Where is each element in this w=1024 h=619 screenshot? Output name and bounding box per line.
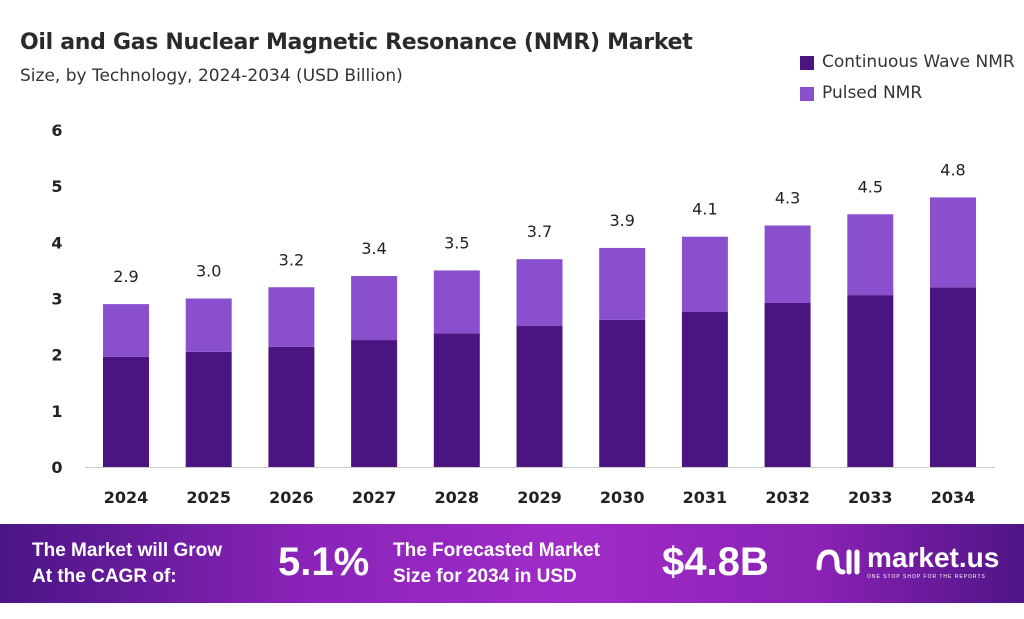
bar-continuous-wave [516,326,563,467]
cagr-value: 5.1% [278,540,370,584]
logo-name: market.us [867,542,1000,573]
y-tick-label: 3 [51,290,62,309]
forecast-label: The Forecasted Market Size for 2034 in U… [393,538,600,590]
bar-continuous-wave [681,311,728,467]
x-tick-label: 2029 [517,488,562,507]
bar-continuous-wave [930,287,976,467]
legend-swatch-cw [800,56,814,70]
x-tick-label: 2030 [600,488,645,507]
legend-item-cw: Continuous Wave NMR [800,50,1022,75]
legend-swatch-pulsed [800,87,814,101]
forecast-label-line2: Size for 2034 in USD [393,566,577,587]
bar-pulsed [516,259,563,327]
y-tick-label: 1 [51,402,62,421]
bar-total-label: 4.8 [940,160,965,179]
cagr-label-line2: At the CAGR of: [32,566,177,587]
market-us-logo: market.us ONE STOP SHOP FOR THE REPORTS [815,542,999,580]
footer-banner: The Market will Grow At the CAGR of: 5.1… [0,524,1024,603]
forecast-value: $4.8B [662,540,769,584]
bar-total-label: 4.5 [858,177,883,196]
bar-pulsed [103,304,149,357]
bar-total-label: 3.0 [196,262,221,281]
chart-subtitle: Size, by Technology, 2024-2034 (USD Bill… [20,66,403,86]
x-tick-label: 2031 [683,488,728,507]
bar-pulsed [185,298,232,352]
bar-total-label: 4.3 [775,188,800,207]
bar-total-label: 3.7 [527,222,552,241]
bar-pulsed [681,236,728,312]
bar-pulsed [930,197,976,288]
bar-pulsed [268,287,315,347]
chart-title: Oil and Gas Nuclear Magnetic Resonance (… [20,30,693,55]
bar-total-label: 3.5 [444,233,469,252]
y-tick-label: 6 [51,121,62,140]
cagr-label-line1: The Market will Grow [32,540,223,561]
bar-continuous-wave [847,295,894,467]
bar-continuous-wave [103,356,149,467]
y-tick-label: 4 [51,233,62,252]
forecast-label-line1: The Forecasted Market [393,540,600,561]
bar-chart: 0 1 2 3 4 5 6 2.9 2024 3.0 2025 3.2 2026 3.4 2027 3.5 20… [51,121,995,507]
logo-mark-icon [816,549,860,575]
x-tick-label: 2034 [931,488,976,507]
bar-pulsed [433,270,480,334]
cagr-label: The Market will Grow At the CAGR of: [32,538,222,590]
x-tick-label: 2024 [104,488,149,507]
bar-total-label: 3.9 [609,211,634,230]
y-tick-label: 2 [51,346,62,365]
bar-continuous-wave [185,351,232,467]
bar-total-label: 3.4 [361,239,386,258]
y-tick-label: 0 [51,458,62,477]
legend-item-pulsed: Pulsed NMR [800,81,1022,106]
legend: Continuous Wave NMR Pulsed NMR [800,50,1022,112]
bar-total-label: 4.1 [692,200,717,219]
bar-continuous-wave [764,302,811,467]
x-tick-label: 2026 [269,488,314,507]
bar-total-label: 3.2 [279,250,304,269]
x-tick-label: 2025 [186,488,231,507]
y-tick-label: 5 [51,177,62,196]
bar-pulsed [599,247,646,320]
logo-tagline: ONE STOP SHOP FOR THE REPORTS [867,574,986,580]
bar-pulsed [847,214,894,296]
bar-continuous-wave [433,333,480,467]
x-tick-label: 2032 [765,488,810,507]
x-tick-label: 2028 [435,488,480,507]
bar-continuous-wave [599,319,646,467]
bar-pulsed [351,276,398,341]
x-tick-label: 2027 [352,488,397,507]
bar-total-label: 2.9 [113,267,138,286]
bar-continuous-wave [268,346,315,467]
bar-continuous-wave [351,340,398,467]
legend-label-pulsed: Pulsed NMR [822,83,923,103]
legend-label-cw: Continuous Wave NMR [822,52,1015,72]
bar-pulsed [764,225,811,303]
x-tick-label: 2033 [848,488,893,507]
